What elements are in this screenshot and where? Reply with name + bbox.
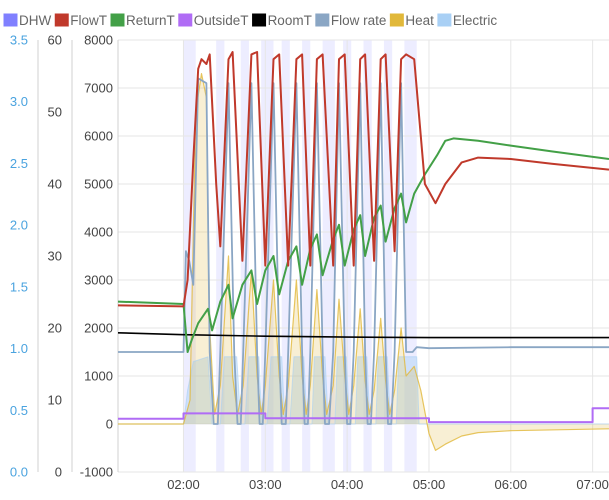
series-line-roomt bbox=[117, 332, 609, 339]
dhw-band-10 bbox=[404, 40, 417, 472]
tick-label-temp: 50 bbox=[48, 105, 62, 120]
tick-label-power: 6000 bbox=[84, 129, 113, 144]
legend-swatch-outsidet bbox=[178, 13, 193, 27]
legend-label-flow-rate: Flow rate bbox=[331, 13, 387, 28]
tick-label-power: -1000 bbox=[80, 465, 113, 480]
legend-label-returnt: ReturnT bbox=[126, 13, 175, 28]
tick-label-power: 0 bbox=[106, 417, 113, 432]
legend-swatch-heat bbox=[389, 13, 404, 27]
legend-label-outsidet: OutsideT bbox=[194, 13, 249, 28]
tick-label-power: 1000 bbox=[84, 369, 113, 384]
tick-label-flow: 2.0 bbox=[10, 218, 28, 233]
tick-label-temp: 10 bbox=[48, 393, 62, 408]
legend-swatch-roomt bbox=[252, 13, 267, 27]
series-area-electric bbox=[118, 356, 609, 424]
series-line-heat bbox=[118, 73, 609, 451]
legend-label-electric: Electric bbox=[453, 13, 498, 28]
series-line-flowt bbox=[117, 51, 609, 308]
tick-label-power: 3000 bbox=[84, 273, 113, 288]
tick-label-time: 07:00 bbox=[576, 477, 609, 492]
tick-label-power: 5000 bbox=[84, 177, 113, 192]
tick-label-power: 2000 bbox=[84, 321, 113, 336]
dhw-band-2 bbox=[240, 40, 249, 472]
dhw-band-1 bbox=[216, 40, 225, 472]
dhw-band-5 bbox=[302, 40, 311, 472]
legend-label-heat: Heat bbox=[405, 13, 434, 28]
legend-label-dhw: DHW bbox=[19, 13, 51, 28]
tick-label-time: 05:00 bbox=[413, 477, 446, 492]
tick-label-power: 4000 bbox=[84, 225, 113, 240]
tick-label-flow: 0.0 bbox=[10, 465, 28, 480]
legend-swatch-flow-rate bbox=[315, 13, 330, 27]
legend-label-flowt: FlowT bbox=[70, 13, 107, 28]
legend-swatch-electric bbox=[437, 13, 452, 27]
tick-label-time: 03:00 bbox=[249, 477, 282, 492]
dhw-band-8 bbox=[363, 40, 372, 472]
legend-label-roomt: RoomT bbox=[268, 13, 312, 28]
tick-label-time: 02:00 bbox=[167, 477, 200, 492]
tick-label-power: 8000 bbox=[84, 33, 113, 48]
tick-label-temp: 20 bbox=[48, 321, 62, 336]
tick-label-flow: 2.5 bbox=[10, 156, 28, 171]
series-line-outsidet bbox=[118, 407, 609, 424]
tick-label-temp: 40 bbox=[48, 177, 62, 192]
tick-label-time: 06:00 bbox=[495, 477, 528, 492]
tick-label-temp: 60 bbox=[48, 33, 62, 48]
tick-label-flow: 0.5 bbox=[10, 403, 28, 418]
tick-label-flow: 1.5 bbox=[10, 279, 28, 294]
tick-label-flow: 3.5 bbox=[10, 33, 28, 48]
legend-swatch-dhw bbox=[3, 13, 18, 27]
tick-label-flow: 1.0 bbox=[10, 341, 28, 356]
tick-label-temp: 30 bbox=[48, 249, 62, 264]
dhw-band-4 bbox=[281, 40, 290, 472]
series-area-heat bbox=[118, 73, 609, 451]
tick-label-time: 04:00 bbox=[331, 477, 364, 492]
tick-label-temp: 0 bbox=[55, 465, 62, 480]
legend-swatch-flowt bbox=[54, 13, 69, 27]
series-line-flow-rate bbox=[118, 77, 609, 425]
tick-label-flow: 3.0 bbox=[10, 94, 28, 109]
dhw-band-9 bbox=[383, 40, 393, 472]
legend-swatch-returnt bbox=[110, 13, 125, 27]
tick-label-power: 7000 bbox=[84, 81, 113, 96]
